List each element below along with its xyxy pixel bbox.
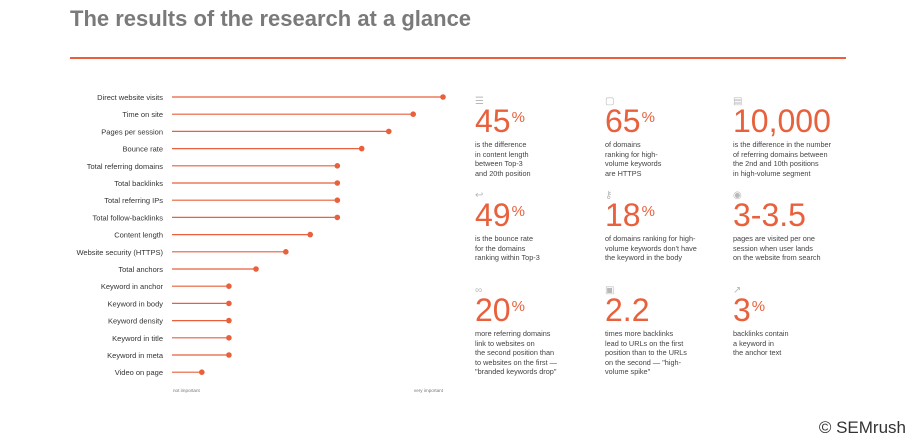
- stat-suffix: %: [751, 298, 766, 315]
- category-label: Video on page: [115, 368, 163, 377]
- stat-value: 18%: [605, 198, 655, 232]
- bar-dot: [410, 111, 416, 117]
- stat-value: 3%: [733, 293, 765, 327]
- stat-number: 20: [475, 292, 511, 328]
- key-icon: ⚷: [605, 190, 613, 201]
- stat-value: 45%: [475, 104, 525, 138]
- category-label: Keyword in meta: [107, 351, 164, 360]
- window-icon: ▣: [605, 285, 615, 296]
- bar-dot: [226, 352, 232, 358]
- category-label: Keyword in title: [112, 334, 163, 343]
- stat-value: 49%: [475, 198, 525, 232]
- list-icon: ☰: [475, 96, 484, 107]
- category-label: Pages per session: [101, 127, 163, 136]
- stat-value: 10,000: [733, 104, 831, 138]
- stat-description: is the difference in the number of refer…: [733, 140, 832, 178]
- axis-label-right: very important: [414, 388, 444, 393]
- stat-suffix: %: [511, 109, 525, 126]
- category-label: Time on site: [122, 110, 163, 119]
- return-icon: ↩: [475, 190, 484, 201]
- stat-description: is the bounce rate for the domains ranki…: [475, 234, 540, 263]
- title-divider: [70, 57, 846, 59]
- category-label: Bounce rate: [123, 145, 163, 154]
- page-title: The results of the research at a glance: [70, 6, 472, 31]
- bar-dot: [226, 300, 232, 307]
- stat-number: 10,000: [733, 103, 831, 139]
- category-label: Total backlinks: [114, 179, 163, 188]
- stat-value: 3-3.5: [733, 198, 806, 232]
- stack-icon: ▤: [733, 96, 743, 107]
- stat-suffix: %: [511, 203, 525, 220]
- stat-number: 65: [605, 103, 641, 139]
- bar-dot: [226, 283, 232, 290]
- importance-chart: Direct website visits Time on site Pages p…: [76, 93, 446, 393]
- category-label: Keyword in anchor: [101, 282, 164, 291]
- axis-label-left: not important: [173, 388, 201, 393]
- bar-dot: [386, 128, 392, 135]
- stat-suffix: %: [641, 109, 655, 126]
- bar-dot: [334, 214, 341, 221]
- stat-description: of domains ranking for high- volume keyw…: [605, 234, 697, 263]
- stat-number: 18: [605, 197, 641, 233]
- bar-dot: [334, 163, 341, 169]
- stat-value: 65%: [605, 104, 655, 138]
- category-label: Keyword in body: [108, 299, 164, 308]
- category-label: Total follow-backlinks: [93, 213, 164, 222]
- stat-number: 3-3.5: [733, 197, 806, 233]
- stat-description: times more backlinks lead to URLs on the…: [605, 329, 687, 377]
- category-label: Website security (HTTPS): [76, 248, 163, 257]
- eye-icon: ◉: [733, 190, 742, 201]
- stat-description: is the difference in content length betw…: [475, 140, 531, 178]
- copyright: © SEMrush: [818, 418, 906, 437]
- bar-dot: [226, 317, 232, 324]
- lock-icon: ▢: [605, 96, 615, 107]
- bar-dot: [199, 369, 205, 376]
- bar-dot: [358, 145, 365, 152]
- bar-dot: [440, 94, 446, 100]
- stat-description: pages are visited per one session when u…: [733, 234, 821, 263]
- category-label: Total referring domains: [87, 162, 164, 171]
- stat-number: 45: [475, 103, 511, 139]
- bar-dot: [283, 249, 289, 255]
- category-label: Direct website visits: [97, 93, 163, 102]
- stat-value: 2.2: [605, 293, 649, 327]
- bar-dot: [334, 180, 341, 186]
- bar-dot: [334, 197, 341, 203]
- category-label: Keyword density: [108, 317, 163, 326]
- stat-number: 49: [475, 197, 511, 233]
- category-label: Content length: [114, 231, 163, 240]
- stat-value: 20%: [475, 293, 525, 327]
- bar-dot: [253, 266, 259, 272]
- category-label: Total anchors: [118, 265, 163, 274]
- link-icon: ∞: [475, 285, 483, 296]
- stat-description: backlinks contain a keyword in the ancho…: [733, 329, 789, 358]
- bar-dot: [307, 231, 314, 238]
- stat-description: of domains ranking for high- volume keyw…: [605, 140, 662, 178]
- stat-suffix: %: [641, 203, 655, 220]
- stat-number: 3: [733, 292, 751, 328]
- arrow-icon: ↗: [733, 285, 742, 296]
- stat-number: 2.2: [605, 292, 650, 328]
- category-label: Total referring IPs: [104, 196, 163, 205]
- stat-suffix: %: [511, 298, 525, 315]
- bar-dot: [226, 335, 232, 341]
- stat-description: more referring domains link to websites …: [475, 329, 557, 377]
